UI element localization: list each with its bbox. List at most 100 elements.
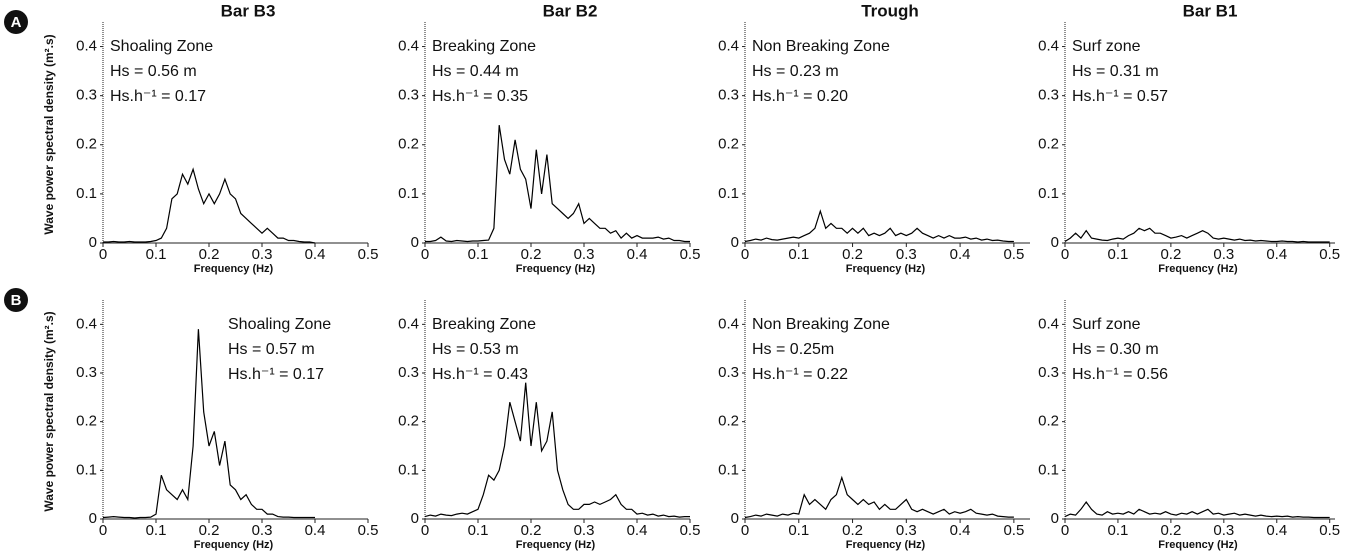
x-tick-label: 0.2	[199, 246, 220, 263]
x-tick-label: 0.2	[521, 246, 542, 263]
y-tick-label: 0.2	[76, 413, 97, 430]
y-tick-label: 0.3	[76, 87, 97, 104]
x-tick-label: 0.5	[680, 246, 701, 263]
x-tick-label: 0.4	[305, 522, 326, 539]
annotation: Hs = 0.23 m	[752, 63, 839, 80]
x-tick-label: 0.5	[1003, 522, 1024, 539]
annotation: Non Breaking Zone	[752, 38, 890, 55]
spectrum-line	[744, 475, 1014, 519]
spectrum-line	[1064, 500, 1330, 519]
x-axis-label: Frequency (Hz)	[846, 539, 926, 551]
x-tick-label: 0.3	[1213, 246, 1234, 263]
x-axis-label: Frequency (Hz)	[194, 263, 274, 275]
annotation: Hs.h⁻¹ = 0.57	[1072, 88, 1168, 105]
y-tick-label: 0.2	[718, 136, 739, 153]
x-axis-label: Frequency (Hz)	[1158, 539, 1238, 551]
x-tick-label: 0.1	[146, 246, 167, 263]
y-tick-label: 0.1	[398, 185, 419, 202]
y-tick-label: 0.2	[398, 136, 419, 153]
annotation: Hs = 0.56 m	[110, 63, 197, 80]
annotation: Hs = 0.44 m	[432, 63, 519, 80]
spectrum-line	[1064, 227, 1330, 243]
y-axis-label: Wave power spectral density (m².s)	[42, 34, 56, 234]
annotation: Hs.h⁻¹ = 0.20	[752, 88, 848, 105]
y-axis-label: Wave power spectral density (m².s)	[42, 311, 56, 511]
x-tick-label: 0.3	[574, 246, 595, 263]
x-tick-label: 0.2	[1160, 522, 1181, 539]
x-tick-label: 0.1	[788, 522, 809, 539]
annotation: Hs.h⁻¹ = 0.43	[432, 366, 528, 383]
x-tick-label: 0.3	[252, 246, 273, 263]
y-tick-label: 0.2	[718, 413, 739, 430]
y-tick-label: 0	[731, 234, 739, 251]
x-axis-label: Frequency (Hz)	[1158, 263, 1238, 275]
y-tick-label: 0.3	[398, 364, 419, 381]
panel-title: Trough	[861, 1, 919, 20]
annotation: Hs.h⁻¹ = 0.22	[752, 366, 848, 383]
panel-label: B	[11, 292, 22, 309]
panel-badge	[4, 288, 28, 312]
y-tick-label: 0.1	[398, 461, 419, 478]
x-tick-label: 0.3	[896, 522, 917, 539]
y-tick-label: 0	[731, 510, 739, 527]
y-tick-label: 0.2	[398, 413, 419, 430]
annotation: Hs = 0.53 m	[432, 341, 519, 358]
annotation: Hs = 0.57 m	[228, 341, 315, 358]
x-tick-label: 0	[741, 522, 749, 539]
y-tick-label: 0	[411, 510, 419, 527]
x-tick-label: 0.4	[950, 522, 971, 539]
annotation: Breaking Zone	[432, 38, 536, 55]
spectrum-line	[424, 382, 690, 518]
x-tick-label: 0.5	[1319, 246, 1340, 263]
x-tick-label: 0.1	[146, 522, 167, 539]
annotation: Hs = 0.31 m	[1072, 63, 1159, 80]
y-tick-label: 0.4	[1038, 38, 1059, 55]
x-tick-label: 0.2	[842, 246, 863, 263]
x-tick-label: 0.4	[950, 246, 971, 263]
spectrum-line	[103, 167, 316, 244]
y-tick-label: 0.3	[718, 87, 739, 104]
y-tick-label: 0.4	[718, 38, 739, 55]
panel-title: Bar B2	[543, 1, 598, 20]
x-tick-label: 0.4	[305, 246, 326, 263]
y-tick-label: 0	[89, 234, 97, 251]
x-axis-label: Frequency (Hz)	[194, 539, 274, 551]
x-tick-label: 0.3	[252, 522, 273, 539]
x-axis-label: Frequency (Hz)	[516, 263, 596, 275]
x-tick-label: 0.4	[627, 246, 648, 263]
annotation: Breaking Zone	[432, 316, 536, 333]
y-tick-label: 0.4	[76, 38, 97, 55]
y-tick-label: 0.4	[398, 315, 419, 332]
x-tick-label: 0	[1061, 522, 1069, 539]
y-tick-label: 0.1	[718, 185, 739, 202]
x-tick-label: 0.3	[574, 522, 595, 539]
x-tick-label: 0.5	[358, 522, 379, 539]
y-tick-label: 0.3	[398, 87, 419, 104]
annotation: Hs.h⁻¹ = 0.35	[432, 88, 528, 105]
y-tick-label: 0.3	[76, 364, 97, 381]
annotation: Surf zone	[1072, 38, 1141, 55]
x-tick-label: 0.3	[896, 246, 917, 263]
x-tick-label: 0.4	[1266, 246, 1287, 263]
annotation: Shoaling Zone	[110, 38, 213, 55]
y-tick-label: 0.4	[718, 315, 739, 332]
y-tick-label: 0.1	[718, 461, 739, 478]
annotation: Shoaling Zone	[228, 316, 331, 333]
spectrum-line	[744, 209, 1014, 243]
spectrum-line	[102, 329, 315, 519]
panel-badge	[4, 10, 28, 34]
y-tick-label: 0.3	[718, 364, 739, 381]
x-tick-label: 0.2	[842, 522, 863, 539]
x-tick-label: 0	[99, 246, 107, 263]
x-tick-label: 0.5	[680, 522, 701, 539]
x-tick-label: 0.1	[788, 246, 809, 263]
y-tick-label: 0.3	[1038, 364, 1059, 381]
x-tick-label: 0.1	[1108, 522, 1129, 539]
x-tick-label: 0.1	[468, 246, 489, 263]
annotation: Hs.h⁻¹ = 0.56	[1072, 366, 1168, 383]
x-tick-label: 0.2	[521, 522, 542, 539]
y-tick-label: 0.1	[76, 185, 97, 202]
y-tick-label: 0.2	[1038, 413, 1059, 430]
y-tick-label: 0.1	[1038, 461, 1059, 478]
y-tick-label: 0.4	[76, 315, 97, 332]
